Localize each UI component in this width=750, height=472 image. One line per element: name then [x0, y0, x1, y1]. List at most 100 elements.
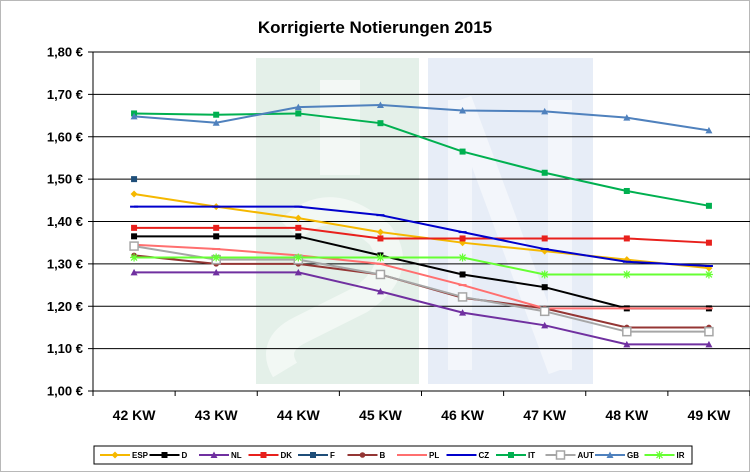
- legend-label-b: B: [380, 451, 386, 460]
- data-point-dk: [377, 235, 384, 242]
- data-point-it: [295, 110, 302, 117]
- legend-label-aut: AUT: [578, 451, 595, 460]
- x-tick-label: 42 KW: [113, 407, 157, 423]
- x-tick-label: 46 KW: [441, 407, 485, 423]
- data-point-gb: [705, 126, 713, 134]
- grid-lines: [93, 51, 750, 350]
- data-point-dk: [541, 235, 548, 242]
- series-lines: [129, 101, 714, 348]
- series-ir: [130, 253, 713, 279]
- data-point-aut: [129, 241, 139, 251]
- legend-marker-gb: [606, 451, 614, 458]
- data-point-aut: [622, 326, 632, 337]
- series-nl: [130, 268, 713, 348]
- legend-box: [93, 445, 693, 465]
- legend-label-d: D: [182, 451, 188, 460]
- series-line-pl: [134, 243, 709, 310]
- data-point-gb: [130, 112, 138, 120]
- data-point-it: [377, 120, 384, 127]
- data-point-it: [541, 169, 548, 176]
- data-point-dk: [131, 224, 138, 231]
- series-cz: [130, 205, 713, 267]
- series-line-ir: [134, 256, 709, 276]
- data-point-gb: [294, 103, 302, 111]
- legend-label-pl: PL: [429, 451, 439, 460]
- data-point-aut: [539, 306, 550, 317]
- legend: ESP D NL DK F B PL CZ IT AUT GB IR: [93, 445, 693, 465]
- x-tick-label: 49 KW: [688, 407, 732, 423]
- data-point-ir: [540, 270, 549, 279]
- x-tick-label: 47 KW: [523, 407, 567, 423]
- series-line-gb: [133, 103, 710, 132]
- data-point-nl: [541, 321, 549, 329]
- data-point-gb: [623, 114, 631, 121]
- data-point-ir: [212, 253, 221, 262]
- data-point-ir: [704, 270, 713, 279]
- series-line-nl: [134, 271, 709, 346]
- y-tick-label: 1,40 €: [47, 214, 83, 229]
- x-tick-label: 45 KW: [359, 407, 403, 423]
- legend-label-esp: ESP: [132, 451, 149, 460]
- legend-marker-ir: [655, 451, 664, 459]
- series-gb: [130, 101, 713, 134]
- data-point-ir: [458, 253, 467, 262]
- data-point-nl: [376, 287, 384, 295]
- data-point-ir: [622, 270, 631, 279]
- data-point-dk: [705, 239, 712, 246]
- y-tick-label: 1,50 €: [47, 172, 83, 187]
- legend-marker-esp: [111, 451, 119, 459]
- data-point-esp: [294, 214, 302, 222]
- x-tick-label: 43 KW: [195, 407, 239, 423]
- data-point-aut: [375, 269, 386, 280]
- y-tick-label: 1,20 €: [47, 299, 83, 314]
- series-dk: [131, 224, 712, 246]
- data-point-dk: [459, 235, 466, 242]
- y-tick-label: 1,70 €: [47, 87, 83, 102]
- data-point-d: [459, 271, 466, 278]
- legend-label-f: F: [330, 451, 335, 460]
- data-point-d: [213, 233, 220, 240]
- x-axis-ticks: 42 KW 43 KW 44 KW 45 KW 46 KW 47 KW 48 KW 49 KW: [113, 407, 731, 423]
- data-point-f: [131, 176, 138, 183]
- data-point-aut: [704, 326, 714, 337]
- legend-marker-d: [161, 452, 168, 458]
- data-point-dk: [295, 224, 302, 231]
- series-line-cz: [134, 205, 709, 267]
- data-point-d: [295, 233, 302, 240]
- data-point-nl: [294, 268, 302, 276]
- series-line-esp: [133, 192, 710, 270]
- data-point-ir: [294, 253, 303, 262]
- legend-marker-aut: [555, 450, 566, 460]
- y-tick-label: 1,80 €: [47, 45, 83, 60]
- legend-marker-f: [310, 452, 316, 458]
- data-point-d: [541, 284, 548, 291]
- data-point-dk: [213, 224, 220, 231]
- data-point-d: [131, 233, 138, 240]
- data-point-nl: [212, 268, 220, 276]
- data-point-gb: [459, 106, 467, 114]
- data-point-gb: [541, 107, 549, 115]
- axes: [88, 51, 750, 396]
- legend-label-nl: NL: [231, 451, 242, 460]
- series-line-d: [134, 235, 709, 310]
- legend-marker-b: [359, 452, 366, 458]
- data-point-esp: [130, 190, 138, 198]
- legend-label-it: IT: [528, 451, 535, 460]
- legend-label-gb: GB: [627, 451, 639, 460]
- data-point-it: [705, 202, 712, 209]
- series-f: [131, 176, 138, 183]
- y-tick-label: 1,10 €: [47, 341, 83, 356]
- series-line-b: [133, 254, 709, 329]
- data-point-nl: [130, 268, 138, 276]
- data-point-gb: [212, 119, 220, 126]
- y-tick-label: 1,60 €: [47, 129, 83, 144]
- legend-label-dk: DK: [281, 451, 293, 460]
- series-line-aut: [133, 245, 709, 333]
- legend-label-cz: CZ: [479, 451, 490, 460]
- data-point-aut: [457, 292, 468, 302]
- series-line-it: [134, 112, 710, 207]
- legend-label-ir: IR: [677, 451, 685, 460]
- y-tick-label: 1,00 €: [47, 384, 83, 399]
- data-point-nl: [705, 340, 713, 348]
- data-point-ir: [130, 253, 139, 262]
